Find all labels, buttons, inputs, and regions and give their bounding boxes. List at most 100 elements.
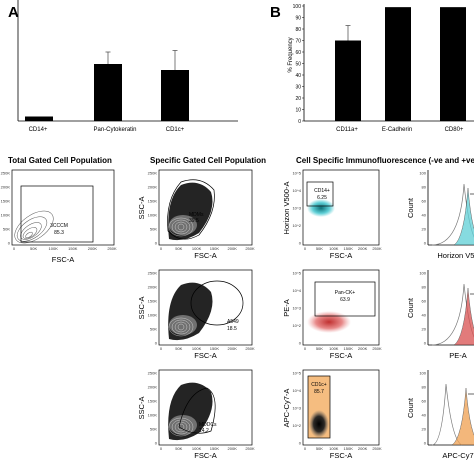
panel-a-cat-2: CD1c+ (166, 127, 185, 133)
ssc-axis-label: SSC-A (137, 297, 146, 320)
fsc-axis-label: FSC-A (330, 251, 353, 260)
specific-plot-0: 250K 200K 150K 100K 50K 00 50K 100K 150K 200K 250K… (137, 169, 255, 260)
hist-x-label: Horizon V50 (437, 251, 474, 260)
x-tick-label: 250K (245, 246, 255, 251)
y-tick-label: 0 (155, 340, 158, 345)
title-immuno: Cell Specific Immunofluorescence (-ve an… (296, 156, 474, 165)
hist-count-label: Count (406, 197, 415, 218)
x-tick-label: 50K (175, 246, 182, 251)
x-tick-label: 250K (372, 346, 382, 351)
x-tick-label: 150K (210, 346, 220, 351)
hist-x-label: PE-A (449, 351, 467, 360)
panel-b-ytick-label: 30 (295, 84, 301, 90)
x-tick-label: 250K (245, 446, 255, 451)
y-tick-label: 60 (422, 198, 427, 203)
y-tick-label: 10^2 (292, 223, 301, 228)
specific-gate (178, 387, 216, 434)
y-tick-label: 150K (1, 198, 11, 203)
panel-a-letter: A (8, 4, 19, 21)
x-tick-label: 200K (228, 446, 238, 451)
x-tick-label: 50K (175, 346, 182, 351)
total-gate-label: 3CCCM (50, 223, 68, 229)
panel-a-cat-0: CD14+ (29, 127, 48, 133)
x-tick-label: 100K (192, 346, 202, 351)
total-yticks: 250K 200K 150K 100K 50K 0 (1, 170, 11, 245)
x-tick-label: 100K (49, 246, 59, 251)
panel-a-bars (25, 50, 189, 121)
total-gate (20, 185, 94, 243)
x-tick-label: 0 (304, 446, 307, 451)
x-tick-label: 50K (316, 446, 323, 451)
immuno-gate (306, 181, 334, 207)
hist-negative-curve (431, 183, 474, 246)
y-tick-label: 50K (150, 226, 157, 231)
specific-density (168, 182, 213, 241)
x-tick-label: 150K (210, 446, 220, 451)
total-xlabel: FSC-A (52, 255, 75, 264)
y-tick-label: 100 (419, 270, 426, 275)
specific-plot-2: 250K 200K 150K 100K 50K 00 50K 100K 150K 200K 250K… (137, 369, 255, 460)
hist-count-label: Count (406, 297, 415, 318)
x-tick-label: 100K (192, 246, 202, 251)
y-tick-label: 10^4 (292, 388, 301, 393)
y-tick-label: 100K (1, 212, 11, 217)
immuno-y-label: APC-Cy7-A (282, 389, 291, 428)
y-tick-label: 10^5 (292, 270, 301, 275)
specific-gate (190, 280, 244, 326)
y-tick-label: 150K (148, 298, 158, 303)
x-tick-label: 200K (228, 346, 238, 351)
panel-b-ytick-label: 10 (295, 107, 301, 113)
specific-gate-value: 39.5 (189, 218, 199, 224)
y-tick-label: 100 (419, 370, 426, 375)
bar-1 (385, 7, 411, 121)
specific-gate-label: A549 (227, 319, 239, 325)
immuno-population (309, 410, 329, 438)
total-contour (14, 210, 54, 244)
x-tick-label: 100K (329, 446, 339, 451)
hist-count-label: Count (406, 397, 415, 418)
x-tick-label: 150K (344, 346, 354, 351)
y-tick-label: 10^3 (292, 205, 301, 210)
y-tick-label: 200K (148, 284, 158, 289)
y-tick-label: 10^4 (292, 188, 301, 193)
y-tick-label: 0 (155, 440, 158, 445)
x-tick-label: 100K (192, 446, 202, 451)
y-tick-label: 40 (422, 412, 427, 417)
title-specific: Specific Gated Cell Population (150, 156, 266, 165)
panel-b-ytick-label: 50 (295, 61, 301, 67)
ssc-axis-label: SSC-A (137, 197, 146, 220)
x-tick-label: 150K (344, 446, 354, 451)
y-tick-label: 150K (148, 398, 158, 403)
y-tick-label: 250K (1, 170, 11, 175)
x-tick-label: 0 (160, 446, 163, 451)
immuno-plot-frame (302, 269, 380, 346)
x-tick-label: 200K (358, 446, 368, 451)
immuno-y-label: Horizon V500-A (282, 182, 291, 235)
fsc-axis-label: FSC-A (194, 351, 217, 360)
fsc-axis-label: FSC-A (194, 251, 217, 260)
y-tick-label: 0 (299, 240, 302, 245)
bar-0 (25, 116, 53, 121)
fsc-axis-label: FSC-A (330, 351, 353, 360)
y-tick-label: 0 (299, 440, 302, 445)
ssc-axis-label: SSC-A (137, 397, 146, 420)
y-tick-label: 80 (422, 284, 427, 289)
x-tick-label: 150K (210, 246, 220, 251)
y-tick-label: 100 (419, 170, 426, 175)
y-tick-label: 0 (8, 240, 11, 245)
y-tick-label: 0 (424, 240, 427, 245)
y-tick-label: 50K (150, 326, 157, 331)
hist-negative-curve (431, 383, 463, 446)
y-tick-label: 200K (148, 384, 158, 389)
hist-positive-curve (453, 287, 474, 346)
panel-b-ytick-label: 70 (295, 38, 301, 44)
immuno-gate-label: Pan-CK+ (335, 290, 356, 296)
bar-2 (161, 70, 189, 121)
x-tick-label: 50K (175, 446, 182, 451)
immuno-gate-label: CD14+ (314, 188, 330, 194)
hist-x-label: APC-Cy7 (442, 451, 473, 460)
